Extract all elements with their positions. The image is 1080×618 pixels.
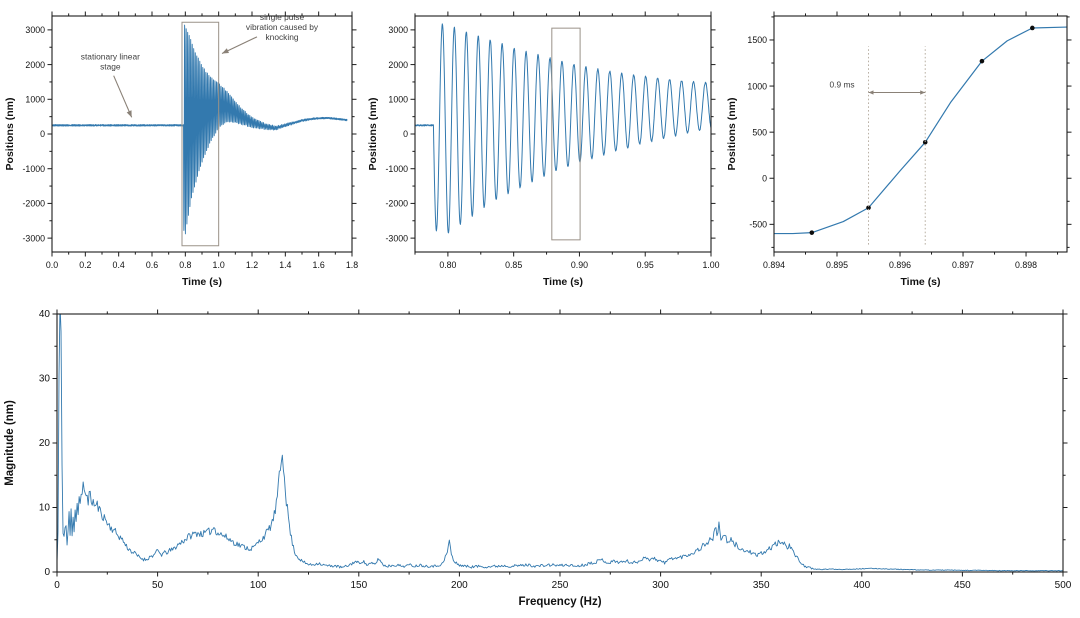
svg-text:1.00: 1.00 (702, 260, 719, 270)
svg-text:0.897: 0.897 (952, 260, 974, 270)
svg-text:1000: 1000 (25, 94, 45, 104)
svg-text:400: 400 (853, 580, 870, 591)
svg-text:0: 0 (44, 567, 50, 578)
svg-text:-3000: -3000 (23, 233, 46, 243)
svg-text:knocking: knocking (265, 32, 298, 42)
svg-text:single pulse: single pulse (260, 12, 305, 22)
svg-text:Frequency (Hz): Frequency (Hz) (518, 596, 601, 608)
chart-overview: 0.0 0.2 0.4 0.6 0.8 1.0 1.2 1.4 1.6 1.8 -3000 -2000… (0, 0, 363, 300)
svg-text:250: 250 (552, 580, 569, 591)
top-row: 0.0 0.2 0.4 0.6 0.8 1.0 1.2 1.4 1.6 1.8 -3000 -2000… (0, 0, 1080, 300)
svg-text:1.2: 1.2 (246, 260, 258, 270)
svg-text:0.6: 0.6 (146, 260, 158, 270)
svg-text:0.9 ms: 0.9 ms (829, 79, 854, 89)
svg-text:100: 100 (250, 580, 267, 591)
chart-rising-edge: 0.894 0.895 0.896 0.897 0.898 -500 0 500 1000 150… (722, 0, 1080, 300)
svg-text:0.2: 0.2 (79, 260, 91, 270)
svg-text:500: 500 (1055, 580, 1072, 591)
svg-text:0.895: 0.895 (826, 260, 848, 270)
svg-text:stage: stage (100, 61, 121, 71)
svg-text:200: 200 (451, 580, 468, 591)
svg-text:Positions (nm): Positions (nm) (4, 98, 16, 171)
svg-text:0.80: 0.80 (439, 260, 456, 270)
svg-text:0: 0 (40, 129, 45, 139)
svg-text:1000: 1000 (388, 94, 408, 104)
svg-text:stationary linear: stationary linear (81, 51, 140, 61)
svg-text:0.898: 0.898 (1015, 260, 1037, 270)
svg-text:1.0: 1.0 (213, 260, 225, 270)
svg-text:0.95: 0.95 (637, 260, 654, 270)
svg-text:10: 10 (39, 503, 51, 514)
svg-text:1.4: 1.4 (279, 260, 291, 270)
chart-fft-spectrum: 0 50 100 150 200 250 300 350 400 450 500 0 10 20 30 40 F… (0, 300, 1080, 618)
svg-text:3000: 3000 (388, 25, 408, 35)
chart-burst-zoom: 0.80 0.85 0.90 0.95 1.00 -3000 -2000 -1000 0 1000… (363, 0, 722, 300)
svg-text:2000: 2000 (388, 60, 408, 70)
svg-text:0: 0 (54, 580, 60, 591)
svg-text:450: 450 (954, 580, 971, 591)
svg-text:-3000: -3000 (386, 233, 409, 243)
svg-text:-500: -500 (749, 220, 767, 230)
svg-text:Time (s): Time (s) (900, 276, 940, 288)
svg-text:Magnitude (nm): Magnitude (nm) (4, 400, 16, 486)
svg-text:300: 300 (652, 580, 669, 591)
svg-text:30: 30 (39, 374, 51, 385)
svg-text:0.896: 0.896 (889, 260, 911, 270)
svg-text:-2000: -2000 (386, 199, 409, 209)
svg-text:0.85: 0.85 (505, 260, 522, 270)
svg-text:1.8: 1.8 (346, 260, 358, 270)
svg-text:2000: 2000 (25, 60, 45, 70)
svg-text:350: 350 (753, 580, 770, 591)
svg-text:-1000: -1000 (23, 164, 46, 174)
svg-text:0.90: 0.90 (571, 260, 588, 270)
svg-text:0.894: 0.894 (763, 260, 785, 270)
svg-text:20: 20 (39, 438, 51, 449)
svg-text:Time (s): Time (s) (543, 276, 583, 288)
svg-text:50: 50 (152, 580, 164, 591)
svg-text:500: 500 (752, 127, 767, 137)
svg-text:Positions (nm): Positions (nm) (726, 98, 738, 171)
svg-text:1000: 1000 (747, 81, 767, 91)
svg-text:0.0: 0.0 (46, 260, 58, 270)
svg-text:3000: 3000 (25, 25, 45, 35)
svg-text:0: 0 (762, 173, 767, 183)
svg-text:1.6: 1.6 (313, 260, 325, 270)
svg-text:0: 0 (403, 129, 408, 139)
svg-text:150: 150 (350, 580, 367, 591)
svg-text:0.8: 0.8 (179, 260, 191, 270)
svg-text:Positions (nm): Positions (nm) (367, 98, 379, 171)
svg-text:1500: 1500 (747, 35, 767, 45)
svg-text:0.4: 0.4 (113, 260, 125, 270)
svg-text:-2000: -2000 (23, 199, 46, 209)
svg-text:-1000: -1000 (386, 164, 409, 174)
svg-text:40: 40 (39, 309, 51, 320)
svg-text:vibration caused by: vibration caused by (246, 22, 319, 32)
svg-text:Time (s): Time (s) (182, 276, 222, 288)
